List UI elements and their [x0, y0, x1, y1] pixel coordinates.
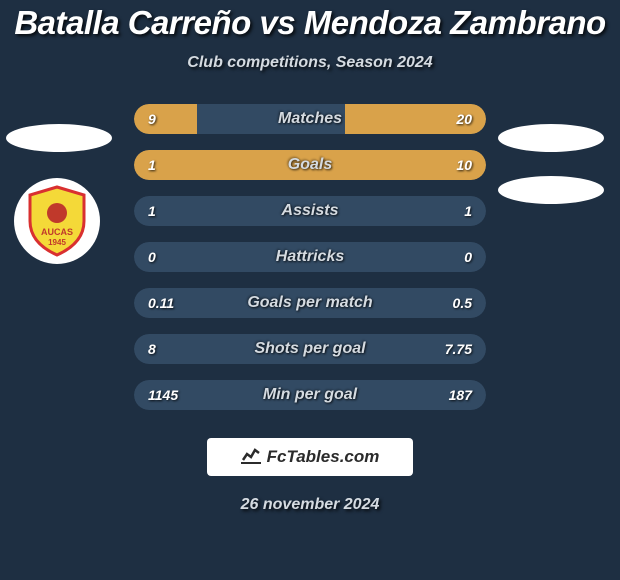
stat-value-left: 9: [148, 111, 156, 127]
stat-value-left: 1: [148, 203, 156, 219]
stat-value-right: 7.75: [445, 341, 472, 357]
team-left-logo: AUCAS 1945: [14, 178, 100, 264]
stat-row: 9 20 Matches: [134, 104, 486, 134]
comparison-card: Batalla Carreño vs Mendoza Zambrano Club…: [0, 0, 620, 580]
team-right-logo-placeholder-2: [498, 176, 604, 204]
stat-fill-left: [134, 150, 197, 180]
footer-badge[interactable]: FcTables.com: [207, 438, 413, 476]
stat-value-right: 20: [456, 111, 472, 127]
stat-value-right: 1: [464, 203, 472, 219]
footer-date: 26 november 2024: [0, 496, 620, 514]
stat-row: 0.11 0.5 Goals per match: [134, 288, 486, 318]
stat-value-left: 1145: [148, 387, 178, 403]
stat-value-left: 0: [148, 249, 156, 265]
stat-label: Goals per match: [247, 294, 372, 312]
stat-value-left: 8: [148, 341, 156, 357]
stats-list: 9 20 Matches 1 10 Goals 1 1 Assists 0 0 Hattricks 0.…: [134, 104, 486, 410]
team-name: AUCAS: [41, 227, 73, 237]
page-subtitle: Club competitions, Season 2024: [0, 54, 620, 72]
team-year: 1945: [48, 238, 66, 247]
stat-label: Goals: [288, 156, 332, 174]
page-title: Batalla Carreño vs Mendoza Zambrano: [0, 4, 620, 42]
stat-value-right: 0: [464, 249, 472, 265]
stat-label: Hattricks: [276, 248, 344, 266]
chart-icon: [241, 446, 261, 469]
team-left-logo-placeholder: [6, 124, 112, 152]
stat-value-right: 0.5: [453, 295, 472, 311]
stat-value-left: 1: [148, 157, 156, 173]
stat-value-right: 187: [449, 387, 472, 403]
stat-value-left: 0.11: [148, 295, 174, 311]
stat-label: Min per goal: [263, 386, 357, 404]
stat-value-right: 10: [456, 157, 472, 173]
stat-row: 1 1 Assists: [134, 196, 486, 226]
footer-badge-text: FcTables.com: [267, 447, 380, 467]
stat-label: Shots per goal: [254, 340, 365, 358]
stat-row: 0 0 Hattricks: [134, 242, 486, 272]
stat-row: 1145 187 Min per goal: [134, 380, 486, 410]
stat-label: Matches: [278, 110, 342, 128]
stat-row: 8 7.75 Shots per goal: [134, 334, 486, 364]
stat-row: 1 10 Goals: [134, 150, 486, 180]
stat-fill-right: [197, 150, 486, 180]
team-right-logo-placeholder: [498, 124, 604, 152]
stat-fill-left: [134, 104, 197, 134]
stat-label: Assists: [282, 202, 339, 220]
team-shield-icon: AUCAS 1945: [26, 185, 88, 257]
